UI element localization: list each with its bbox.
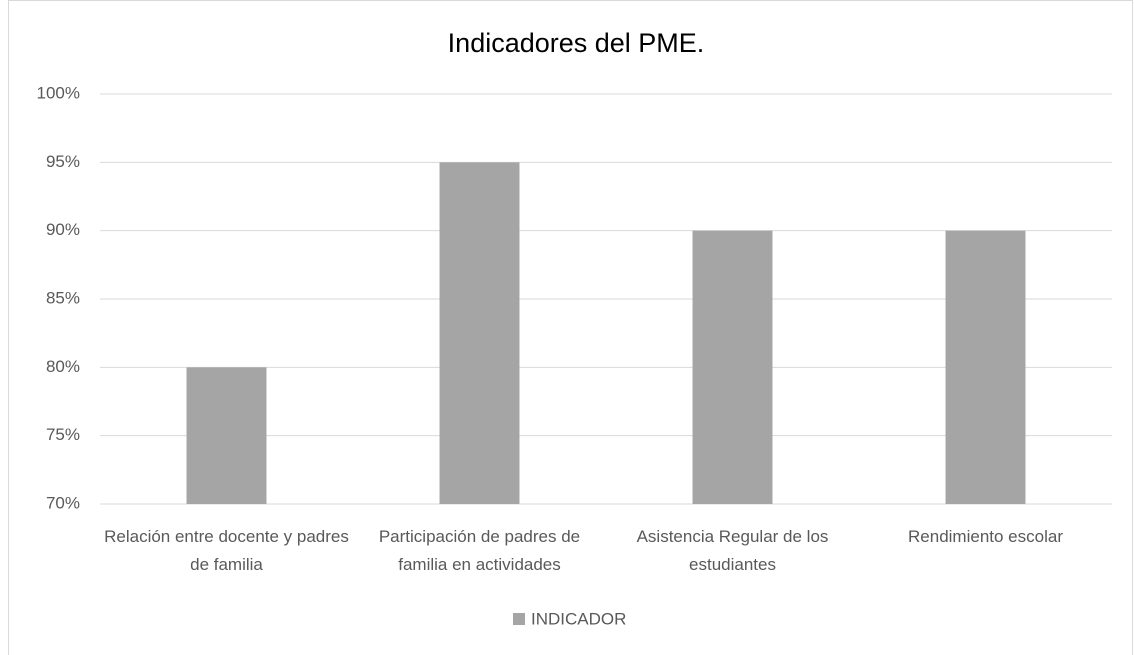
y-tick-label: 70% <box>46 493 80 512</box>
y-tick-label: 80% <box>46 357 80 376</box>
y-tick-label: 95% <box>46 152 80 171</box>
bar <box>186 367 267 504</box>
x-tick-label: Rendimiento escolar <box>908 527 1063 546</box>
y-tick-label: 85% <box>46 288 80 307</box>
x-tick-line: familia en actividades <box>398 555 561 574</box>
x-tick-line: Relación entre docente y padres <box>104 527 349 546</box>
x-tick-line: Asistencia Regular de los <box>637 527 829 546</box>
x-tick-label: Asistencia Regular de los estudiantes <box>637 527 829 574</box>
x-tick-label: Relación entre docente y padres de famili… <box>104 527 349 574</box>
legend-label: INDICADOR <box>531 609 626 628</box>
x-tick-line: Rendimiento escolar <box>908 527 1063 546</box>
legend-swatch <box>513 613 525 625</box>
y-tick-label: 100% <box>37 83 80 102</box>
x-tick-line: de familia <box>190 555 263 574</box>
x-tick-label: Participación de padres de familia en act… <box>379 527 580 574</box>
y-tick-label: 90% <box>46 220 80 239</box>
y-tick-label: 75% <box>46 425 80 444</box>
bar <box>945 230 1026 504</box>
x-tick-line: estudiantes <box>689 555 776 574</box>
bar <box>692 230 773 504</box>
chart-title: Indicadores del PME. <box>448 28 705 58</box>
x-tick-line: Participación de padres de <box>379 527 580 546</box>
bar <box>439 162 520 505</box>
chart-border <box>8 0 1133 655</box>
